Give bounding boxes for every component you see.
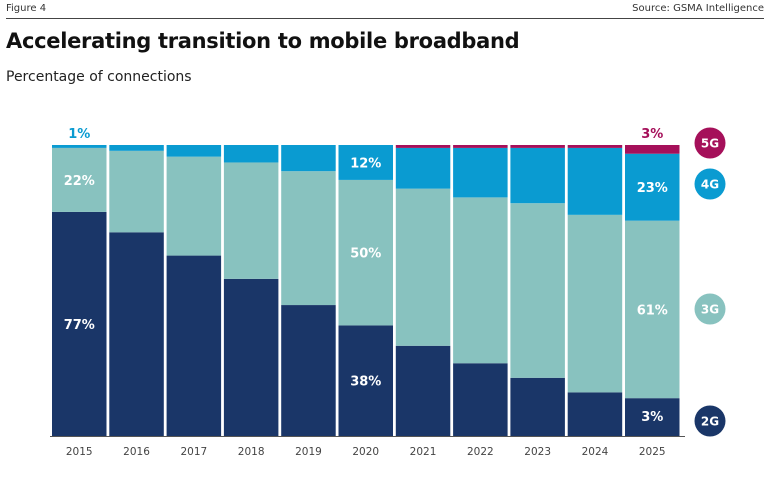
bar-3G-2023 [510,203,565,378]
x-tick-label: 2023 [524,446,551,458]
bar-4G-2017 [166,145,222,157]
bar-3G-2015 [52,147,107,212]
legend-label: 4G [701,178,719,192]
x-tick-label: 2020 [352,446,379,458]
bar-2G-2020 [338,325,393,436]
legend-label: 3G [701,303,719,317]
bar-2G-2022 [453,363,508,436]
bar-4G-2024 [567,147,623,215]
bar-2G-2025 [625,398,680,436]
x-tick-label: 2015 [66,446,93,458]
chart-subtitle: Percentage of connections [6,69,192,85]
data-label: 3% [641,410,663,425]
bar-3G-2021 [395,188,451,346]
data-label: 77% [64,318,95,333]
bar-3G-2020 [338,179,393,326]
x-tick-label: 2016 [123,446,150,458]
bar-3G-2024 [567,214,623,393]
bar-5G-2023 [510,145,565,148]
bar-3G-2016 [109,150,164,233]
figure-number: Figure 4 [6,3,47,14]
legend-marker-5G [694,127,726,159]
bar-4G-2021 [395,147,451,189]
bar-4G-2025 [625,153,680,221]
header-divider [6,18,764,19]
bar-4G-2020 [338,145,393,180]
bar-2G-2024 [567,392,623,436]
bar-4G-2015 [52,145,107,148]
bar-3G-2019 [281,171,336,306]
bar-5G-2022 [453,145,508,148]
bar-3G-2025 [625,220,680,399]
x-tick-label: 2024 [582,446,609,458]
bar-5G-2025 [625,145,680,154]
bar-3G-2022 [453,197,508,364]
bar-2G-2021 [395,345,451,436]
x-tick-label: 2017 [180,446,207,458]
legend-marker-4G [694,168,726,200]
source-note: Source: GSMA Intelligence [632,3,764,14]
bar-3G-2018 [223,162,279,279]
bar-4G-2023 [510,147,565,204]
data-label: 22% [64,174,95,189]
x-tick-label: 2022 [467,446,494,458]
bar-2G-2015 [52,211,107,436]
bar-5G-2024 [567,145,623,148]
chart-title: Accelerating transition to mobile broadb… [6,29,520,53]
x-tick-label: 2018 [238,446,265,458]
bar-2G-2023 [510,377,565,436]
legend-label: 2G [701,415,719,429]
data-label: 23% [637,181,668,196]
data-label: 1% [68,127,90,142]
data-label: 3% [641,127,663,142]
bar-4G-2018 [223,145,279,163]
bar-5G-2021 [395,145,451,148]
legend-marker-2G [694,405,726,437]
bar-2G-2018 [223,278,279,436]
x-tick-label: 2021 [410,446,437,458]
x-tick-label: 2019 [295,446,322,458]
data-label: 50% [350,247,381,262]
bar-3G-2017 [166,156,222,256]
data-label: 12% [350,156,381,171]
bar-2G-2019 [281,305,336,436]
bar-2G-2016 [109,232,164,436]
bar-4G-2016 [109,145,164,151]
data-label: 61% [637,303,668,318]
legend-label: 5G [701,137,719,151]
legend-marker-3G [694,293,726,325]
data-label: 38% [350,375,381,390]
bar-2G-2017 [166,255,222,436]
bar-4G-2022 [453,147,508,198]
x-tick-label: 2025 [639,446,666,458]
bar-4G-2019 [281,145,336,172]
